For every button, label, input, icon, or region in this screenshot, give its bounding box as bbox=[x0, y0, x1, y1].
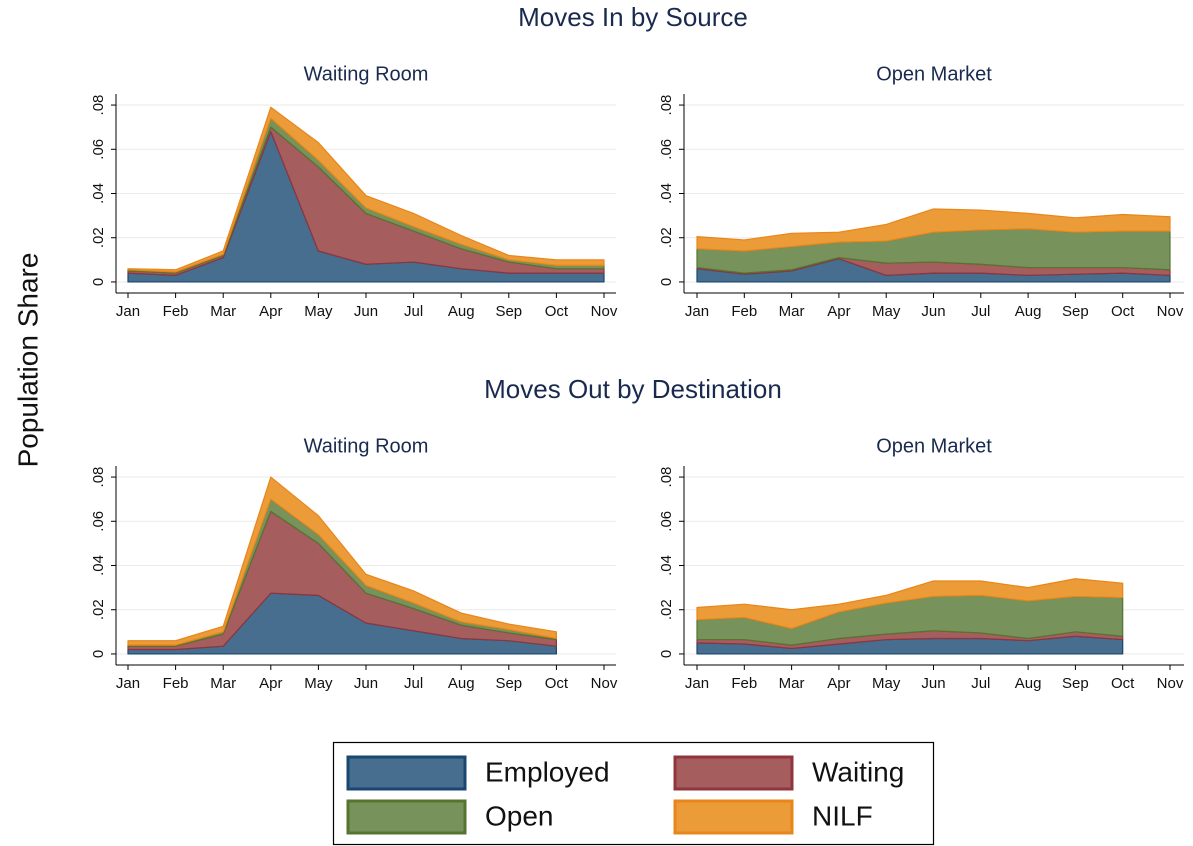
x-tick-label: Sep bbox=[1062, 303, 1089, 320]
x-tick-label: Feb bbox=[731, 675, 757, 692]
x-tick-label: Oct bbox=[545, 675, 569, 692]
area bbox=[696, 208, 1171, 252]
panel-title: Waiting Room bbox=[304, 63, 429, 85]
legend-label: Employed bbox=[485, 756, 610, 787]
x-tick-label: Jun bbox=[354, 675, 378, 692]
x-tick-label: Jun bbox=[354, 303, 378, 320]
y-tick-label: .06 bbox=[658, 139, 675, 160]
x-tick-label: Nov bbox=[1157, 303, 1184, 320]
y-tick-label: .02 bbox=[658, 599, 675, 620]
x-tick-label: Feb bbox=[163, 675, 189, 692]
x-tick-label: Apr bbox=[259, 303, 282, 320]
y-tick-label: .02 bbox=[90, 227, 107, 248]
x-tick-label: Jul bbox=[404, 303, 423, 320]
x-tick-label: Sep bbox=[495, 303, 522, 320]
x-tick-label: Aug bbox=[448, 303, 475, 320]
x-tick-label: Aug bbox=[1015, 303, 1042, 320]
area bbox=[127, 476, 557, 646]
x-tick-label: Aug bbox=[448, 675, 475, 692]
section-title: Moves In by Source bbox=[518, 2, 748, 32]
x-tick-label: Jan bbox=[685, 675, 709, 692]
panel-title: Open Market bbox=[876, 435, 992, 457]
x-tick-label: Jun bbox=[921, 303, 945, 320]
x-tick-label: May bbox=[304, 675, 333, 692]
y-tick-label: .02 bbox=[90, 599, 107, 620]
y-tick-label: .04 bbox=[658, 183, 675, 204]
legend-swatch bbox=[673, 755, 794, 791]
legend-swatch bbox=[346, 755, 467, 791]
y-tick-label: .06 bbox=[90, 139, 107, 160]
y-tick-label: 0 bbox=[658, 278, 675, 286]
x-tick-label: Nov bbox=[591, 675, 618, 692]
x-tick-label: Jul bbox=[971, 303, 990, 320]
y-tick-label: .02 bbox=[658, 227, 675, 248]
area bbox=[696, 578, 1124, 630]
x-tick-label: Sep bbox=[495, 675, 522, 692]
y-tick-label: 0 bbox=[90, 278, 107, 286]
x-tick-label: Nov bbox=[1157, 675, 1184, 692]
x-tick-label: Apr bbox=[259, 675, 282, 692]
legend-label: Waiting bbox=[812, 756, 904, 787]
section-title: Moves Out by Destination bbox=[484, 374, 782, 404]
y-tick-label: .08 bbox=[90, 95, 107, 116]
y-tick-label: 0 bbox=[658, 650, 675, 658]
x-tick-label: Jan bbox=[116, 675, 140, 692]
panel-title: Open Market bbox=[876, 63, 992, 85]
x-tick-label: Mar bbox=[210, 675, 236, 692]
legend-swatch bbox=[346, 799, 467, 835]
y-axis-label: Population Share bbox=[12, 253, 43, 468]
y-tick-label: .08 bbox=[658, 95, 675, 116]
y-tick-label: .06 bbox=[658, 511, 675, 532]
x-tick-label: Jul bbox=[971, 675, 990, 692]
x-tick-label: Mar bbox=[210, 303, 236, 320]
legend-label: Open bbox=[485, 800, 554, 831]
area bbox=[127, 106, 605, 273]
x-tick-label: Jul bbox=[404, 675, 423, 692]
y-tick-label: .04 bbox=[658, 555, 675, 576]
y-tick-label: .04 bbox=[90, 183, 107, 204]
x-tick-label: Oct bbox=[545, 303, 569, 320]
x-tick-label: Oct bbox=[1111, 303, 1135, 320]
legend-label: NILF bbox=[812, 800, 873, 831]
y-tick-label: .08 bbox=[658, 467, 675, 488]
y-tick-label: .08 bbox=[90, 467, 107, 488]
x-tick-label: Feb bbox=[163, 303, 189, 320]
x-tick-label: Aug bbox=[1015, 675, 1042, 692]
x-tick-label: Nov bbox=[591, 303, 618, 320]
x-tick-label: May bbox=[872, 675, 901, 692]
x-tick-label: Apr bbox=[827, 303, 850, 320]
x-tick-label: Sep bbox=[1062, 675, 1089, 692]
x-tick-label: Feb bbox=[731, 303, 757, 320]
y-tick-label: 0 bbox=[90, 650, 107, 658]
x-tick-label: May bbox=[872, 303, 901, 320]
x-tick-label: Mar bbox=[779, 675, 805, 692]
x-tick-label: Mar bbox=[779, 303, 805, 320]
x-tick-label: May bbox=[304, 303, 333, 320]
x-tick-label: Jan bbox=[685, 303, 709, 320]
x-tick-label: Apr bbox=[827, 675, 850, 692]
y-tick-label: .06 bbox=[90, 511, 107, 532]
x-tick-label: Oct bbox=[1111, 675, 1135, 692]
legend-swatch bbox=[673, 799, 794, 835]
y-tick-label: .04 bbox=[90, 555, 107, 576]
x-tick-label: Jun bbox=[921, 675, 945, 692]
x-tick-label: Jan bbox=[116, 303, 140, 320]
panel-title: Waiting Room bbox=[304, 435, 429, 457]
